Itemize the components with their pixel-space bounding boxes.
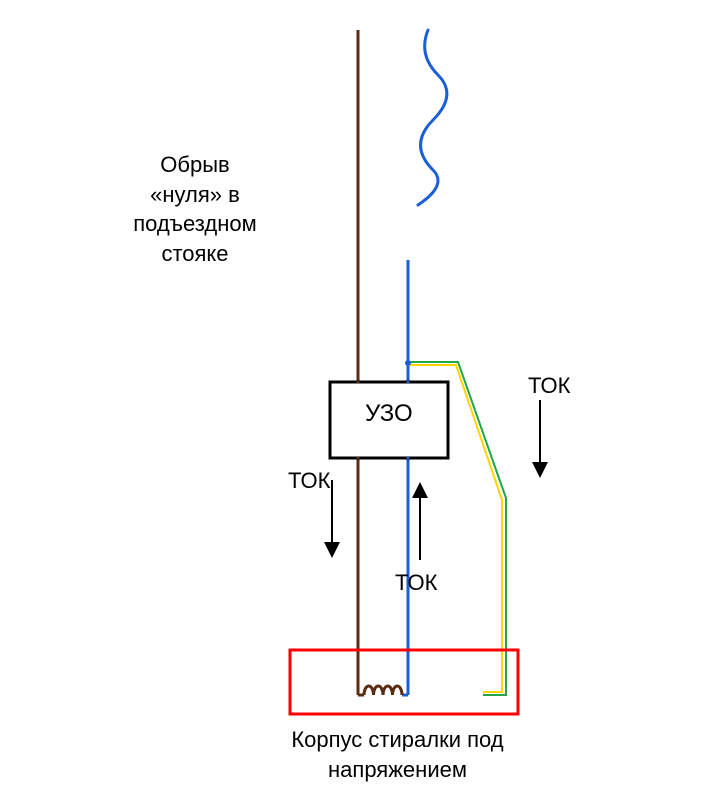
circuit-diagram (0, 0, 726, 800)
label-tok-right: ТОК (528, 373, 570, 399)
junction-neutral-ground (405, 360, 411, 366)
appliance-body-box (290, 650, 518, 714)
label-break-neutral: Обрыв«нуля» вподъездномстояке (110, 150, 280, 269)
label-body-under-voltage: Корпус стиралки поднапряжением (250, 725, 545, 784)
label-uzo: УЗО (365, 400, 413, 428)
motor-coil (364, 686, 402, 695)
label-tok-mid: ТОК (395, 570, 437, 596)
wire-neutral-broken (418, 30, 447, 205)
label-tok-left: ТОК (288, 468, 330, 494)
